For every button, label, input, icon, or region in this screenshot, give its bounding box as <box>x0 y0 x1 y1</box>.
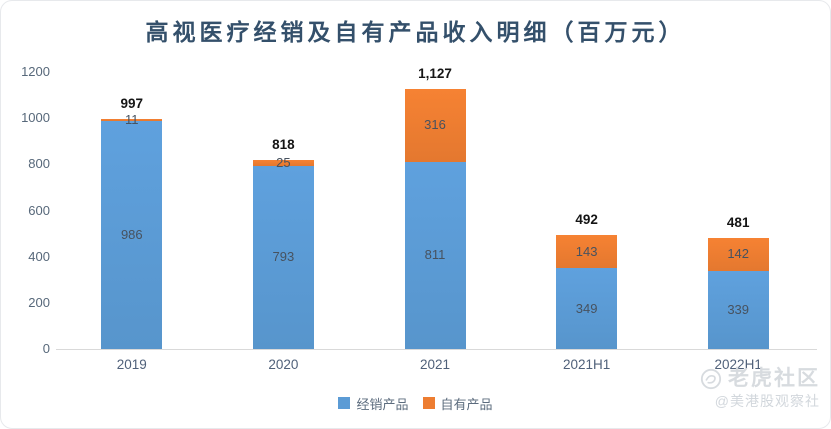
x-tick-label: 2020 <box>268 357 299 372</box>
x-tick-label: 2021H1 <box>562 357 611 372</box>
x-tick-label: 2022H1 <box>714 357 762 372</box>
y-tick-label: 0 <box>42 341 50 356</box>
bar-segment-distribution-products <box>707 270 769 349</box>
bar-segment-own-products <box>707 237 769 271</box>
watermark: 老虎社区 @美港股观察社 <box>700 367 820 409</box>
y-tick-label: 1200 <box>21 64 50 79</box>
bar-segment-own-products <box>556 235 618 269</box>
bar-segment-distribution-products <box>252 165 314 349</box>
bar-segment-own-products <box>252 160 314 166</box>
y-tick-label: 200 <box>28 294 50 310</box>
legend-swatch-orange <box>422 397 435 409</box>
x-tick-label: 2019 <box>116 357 147 372</box>
bar-segment-own-products <box>404 88 466 162</box>
y-tick-label: 400 <box>28 248 50 264</box>
watermark-brand: 老虎社区 <box>728 367 820 390</box>
bar-total-label: 492 <box>575 212 598 228</box>
bar-value-label: 986 <box>120 227 143 243</box>
bar-segment-distribution-products <box>404 161 466 349</box>
bar-total-label: 997 <box>120 95 144 111</box>
legend-swatch-blue <box>338 397 351 409</box>
bar-value-label: 793 <box>272 249 295 265</box>
bar-value-label: 143 <box>575 243 598 259</box>
y-tick-label: 600 <box>28 202 50 218</box>
bar-value-label: 142 <box>727 246 750 262</box>
legend-label: 经销产品 <box>356 396 409 412</box>
legend-item-distribution-products: 经销产品 <box>338 394 409 413</box>
bar-value-label: 11 <box>125 112 139 128</box>
chart-title: 高视医疗经销及自有产品收入明细（百万元） <box>145 19 686 46</box>
y-tick-label: 1000 <box>21 110 50 126</box>
legend-label: 自有产品 <box>440 396 493 412</box>
bar-total-label: 481 <box>726 214 750 230</box>
bar-value-label: 811 <box>424 247 446 263</box>
bar-value-label: 349 <box>575 300 598 316</box>
bar-segment-distribution-products <box>556 268 618 349</box>
bar-value-label: 25 <box>276 155 291 171</box>
legend-item-own-products: 自有产品 <box>422 394 493 413</box>
x-axis-line <box>56 349 817 350</box>
bar-segment-own-products <box>101 118 163 122</box>
bar-value-label: 316 <box>424 117 446 133</box>
y-tick-label: 800 <box>28 156 50 172</box>
x-tick-label: 2021 <box>419 357 450 372</box>
watermark-account: @美港股观察社 <box>714 393 820 410</box>
bar-value-label: 339 <box>727 301 750 317</box>
bar-total-label: 1,127 <box>418 65 452 81</box>
bar-total-label: 818 <box>272 137 295 153</box>
bar-segment-distribution-products <box>101 121 163 349</box>
tiger-logo-icon <box>700 368 722 390</box>
legend: 经销产品 自有产品 <box>1 393 830 413</box>
